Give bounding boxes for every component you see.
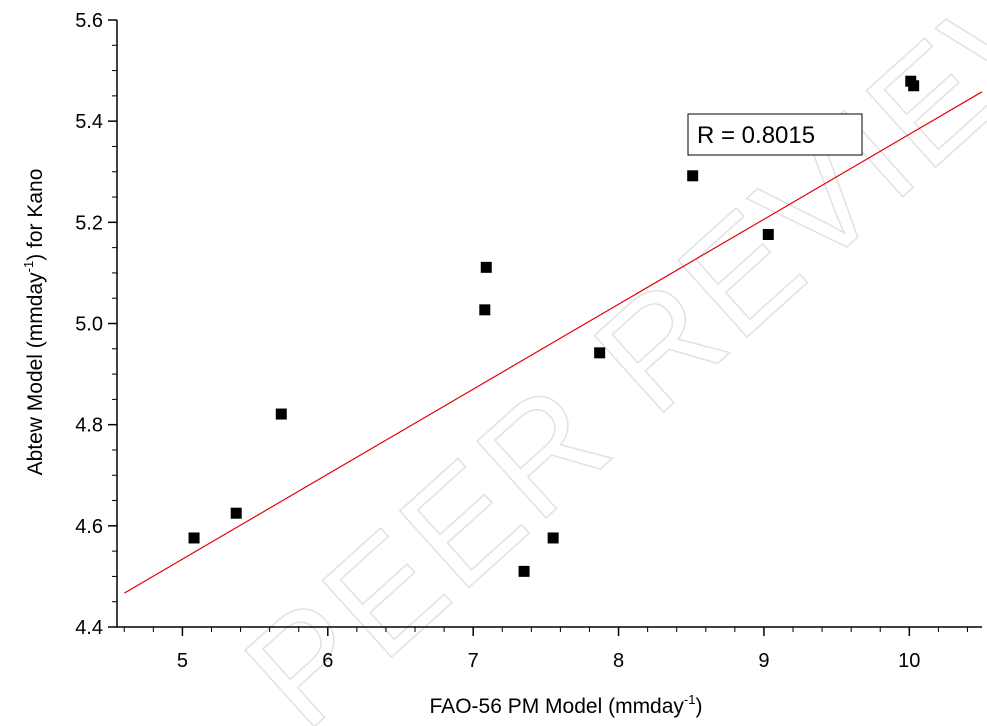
fit-line xyxy=(123,91,983,594)
y-axis-title-tail: ) for Kano xyxy=(24,169,47,261)
data-point xyxy=(762,228,774,240)
y-tick-label: 5.0 xyxy=(75,314,103,336)
data-point xyxy=(479,304,491,316)
annotation-group: R = 0.8015 xyxy=(687,113,863,156)
watermark: PEER REVIEW xyxy=(213,0,987,726)
data-point xyxy=(188,532,200,544)
x-tick-label: 9 xyxy=(758,650,769,672)
y-axis-title: Abtew Model (mmday-1) for Kano xyxy=(21,169,47,476)
data-point xyxy=(518,565,530,577)
data-point xyxy=(908,80,920,92)
x-tick-label: 10 xyxy=(898,650,920,672)
y-tick-label: 5.2 xyxy=(75,212,103,234)
data-point xyxy=(230,507,242,519)
x-tick-label: 8 xyxy=(613,650,624,672)
watermark-text: PEER REVIEW xyxy=(214,0,987,726)
x-tick-label: 5 xyxy=(177,650,188,672)
y-axis-title-main: Abtew Model (mmday xyxy=(24,272,47,476)
data-point xyxy=(547,532,559,544)
y-axis: 4.4 4.6 4.8 5.0 5.2 5.4 5.6 xyxy=(75,10,117,639)
y-tick-label: 4.8 xyxy=(75,415,103,437)
data-point xyxy=(594,347,606,359)
y-tick-label: 5.4 xyxy=(75,111,103,133)
y-tick-label: 4.4 xyxy=(75,617,103,639)
y-axis-title-sup: -1 xyxy=(21,261,36,273)
x-tick-label: 7 xyxy=(468,650,479,672)
x-axis: 5 6 7 8 9 10 xyxy=(123,627,968,672)
annotation-box xyxy=(687,113,863,156)
x-tick-label: 6 xyxy=(322,650,333,672)
data-point xyxy=(480,261,492,273)
annotation-text: R = 0.8015 xyxy=(697,122,815,149)
y-tick-label: 4.6 xyxy=(75,516,103,538)
x-axis-title: FAO-56 PM Model (mmday-1) xyxy=(430,692,703,718)
fit-line-group xyxy=(123,91,983,594)
data-point xyxy=(275,408,287,420)
data-point xyxy=(687,170,699,182)
x-axis-title-main: FAO-56 PM Model (mmday xyxy=(430,695,685,718)
data-points xyxy=(188,75,920,577)
x-axis-title-tail: ) xyxy=(695,695,702,718)
y-tick-label: 5.6 xyxy=(75,10,103,32)
x-axis-title-sup: -1 xyxy=(684,692,696,707)
